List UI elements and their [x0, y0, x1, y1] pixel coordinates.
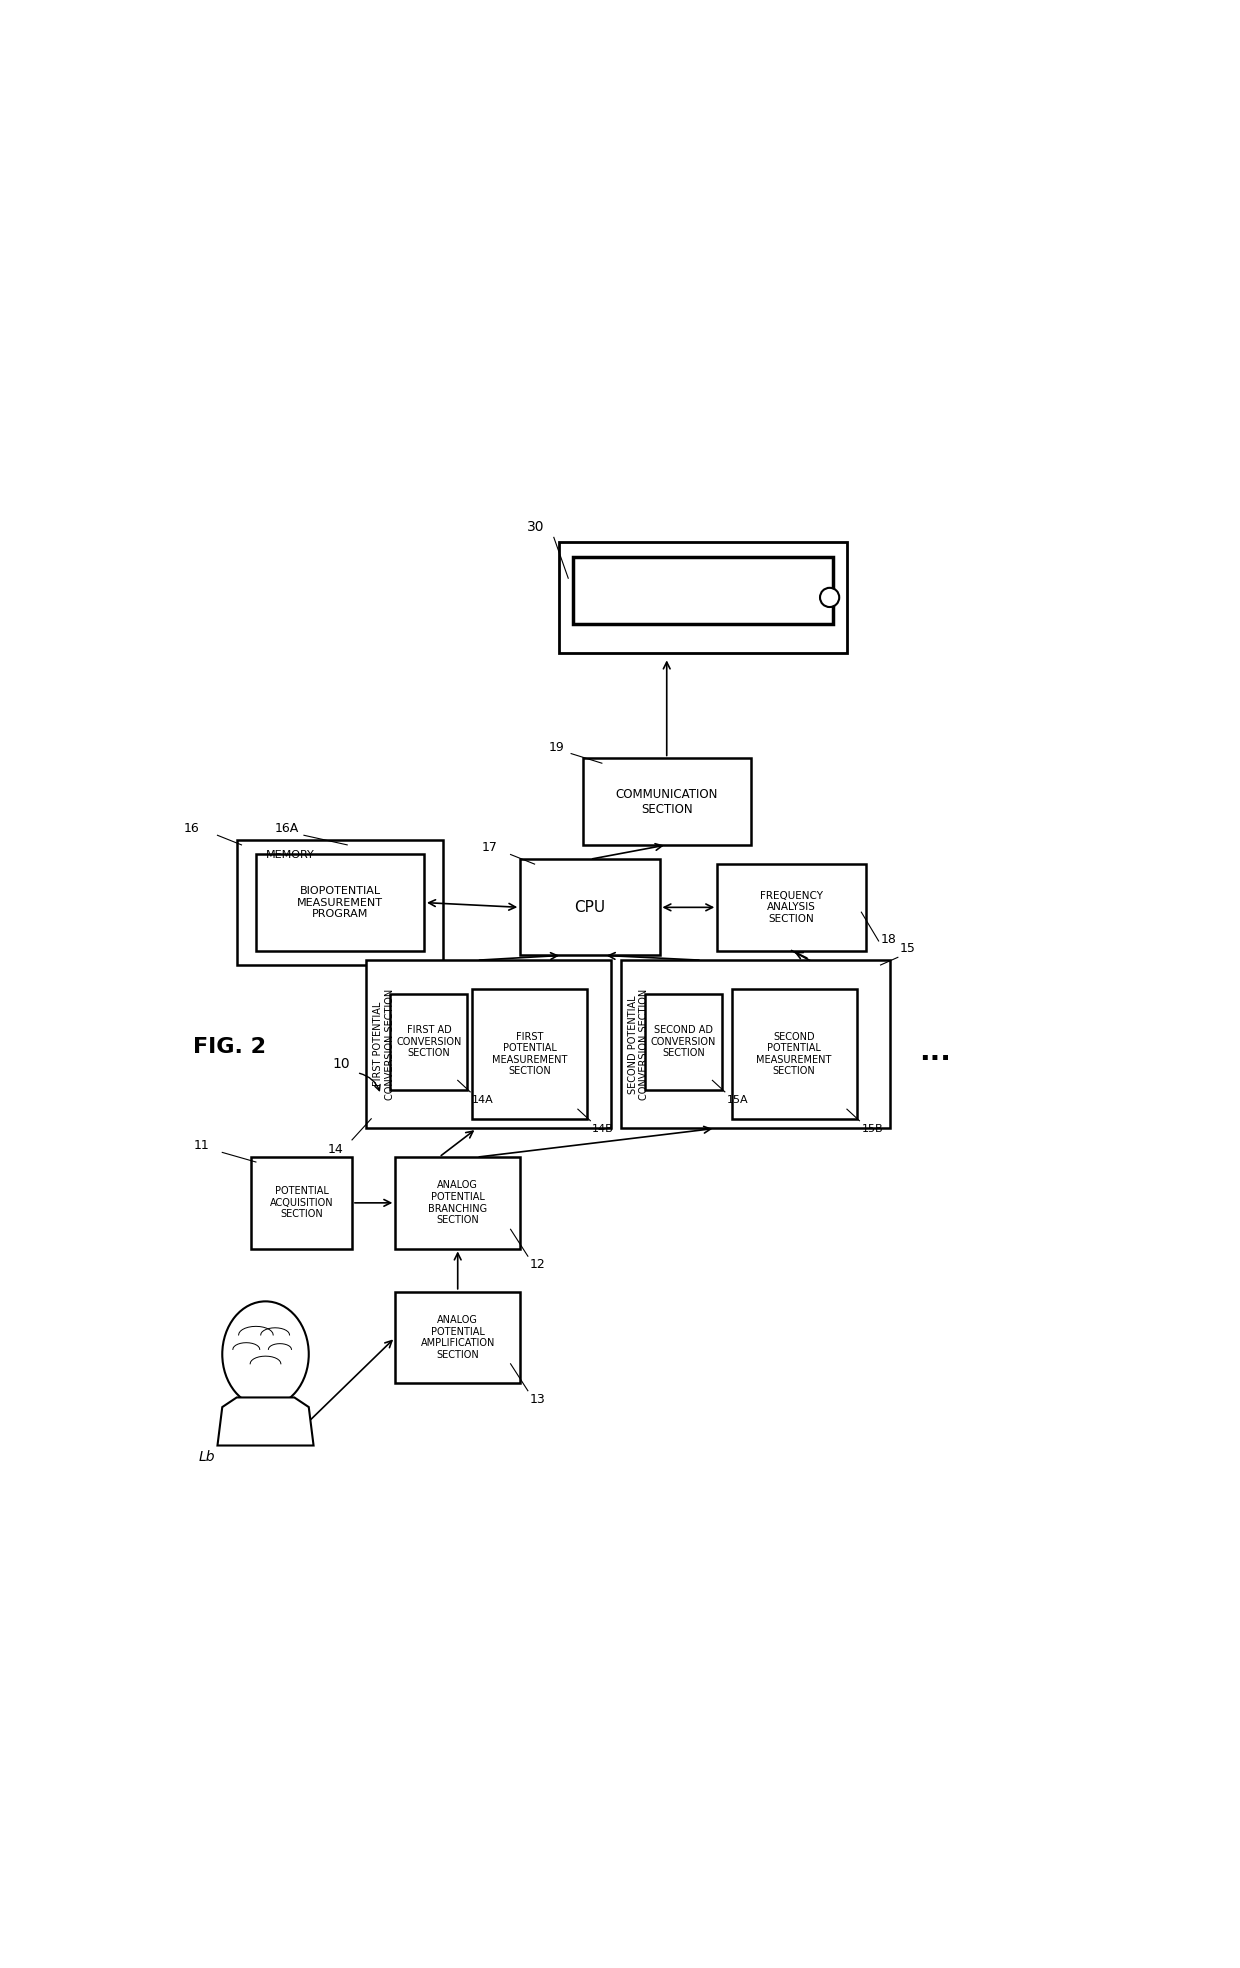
- Bar: [391, 994, 467, 1090]
- Text: 14B: 14B: [593, 1124, 614, 1134]
- Bar: [717, 864, 866, 951]
- Text: MEMORY: MEMORY: [265, 850, 314, 860]
- Bar: [396, 1291, 521, 1384]
- Text: SECOND POTENTIAL
CONVERSION SECTION: SECOND POTENTIAL CONVERSION SECTION: [627, 988, 650, 1100]
- Bar: [573, 557, 832, 624]
- Text: 14A: 14A: [472, 1094, 494, 1104]
- Text: 18: 18: [880, 933, 897, 947]
- Bar: [472, 990, 588, 1118]
- Circle shape: [820, 588, 839, 606]
- Bar: [558, 541, 847, 653]
- Text: 30: 30: [527, 520, 544, 535]
- Text: FREQUENCY
ANALYSIS
SECTION: FREQUENCY ANALYSIS SECTION: [760, 892, 823, 923]
- Bar: [621, 960, 890, 1128]
- Ellipse shape: [222, 1301, 309, 1407]
- Polygon shape: [217, 1397, 314, 1446]
- Text: BIOPOTENTIAL
MEASUREMENT
PROGRAM: BIOPOTENTIAL MEASUREMENT PROGRAM: [298, 886, 383, 919]
- Text: 17: 17: [481, 842, 497, 854]
- Bar: [396, 1157, 521, 1248]
- Bar: [732, 990, 857, 1118]
- Text: 16A: 16A: [275, 823, 299, 834]
- Text: Lb: Lb: [198, 1450, 215, 1464]
- Text: ANALOG
POTENTIAL
BRANCHING
SECTION: ANALOG POTENTIAL BRANCHING SECTION: [428, 1181, 487, 1226]
- Text: 15: 15: [900, 943, 915, 954]
- Text: 12: 12: [529, 1258, 546, 1271]
- Text: SECOND AD
CONVERSION
SECTION: SECOND AD CONVERSION SECTION: [651, 1025, 717, 1059]
- Text: 15B: 15B: [862, 1124, 883, 1134]
- Text: 11: 11: [193, 1139, 210, 1153]
- Text: FIRST
POTENTIAL
MEASUREMENT
SECTION: FIRST POTENTIAL MEASUREMENT SECTION: [492, 1031, 568, 1076]
- Text: 10: 10: [332, 1057, 351, 1071]
- Text: FIG. 2: FIG. 2: [193, 1037, 267, 1057]
- Bar: [583, 758, 750, 844]
- Bar: [255, 854, 424, 951]
- Bar: [250, 1157, 352, 1248]
- Text: FIRST AD
CONVERSION
SECTION: FIRST AD CONVERSION SECTION: [397, 1025, 461, 1059]
- Text: 13: 13: [529, 1393, 546, 1405]
- Text: COMMUNICATION
SECTION: COMMUNICATION SECTION: [615, 787, 718, 815]
- Bar: [367, 960, 611, 1128]
- Bar: [645, 994, 722, 1090]
- Text: 15A: 15A: [727, 1094, 749, 1104]
- Text: ...: ...: [919, 1037, 951, 1065]
- Bar: [237, 840, 444, 964]
- Text: 19: 19: [549, 740, 564, 754]
- Text: POTENTIAL
ACQUISITION
SECTION: POTENTIAL ACQUISITION SECTION: [270, 1187, 334, 1220]
- Text: FIRST POTENTIAL
CONVERSION SECTION: FIRST POTENTIAL CONVERSION SECTION: [373, 988, 394, 1100]
- Text: 14: 14: [327, 1143, 343, 1155]
- Text: SECOND
POTENTIAL
MEASUREMENT
SECTION: SECOND POTENTIAL MEASUREMENT SECTION: [756, 1031, 832, 1076]
- Bar: [521, 860, 660, 954]
- Text: CPU: CPU: [574, 899, 605, 915]
- Text: ANALOG
POTENTIAL
AMPLIFICATION
SECTION: ANALOG POTENTIAL AMPLIFICATION SECTION: [420, 1315, 495, 1360]
- Text: 16: 16: [184, 823, 200, 834]
